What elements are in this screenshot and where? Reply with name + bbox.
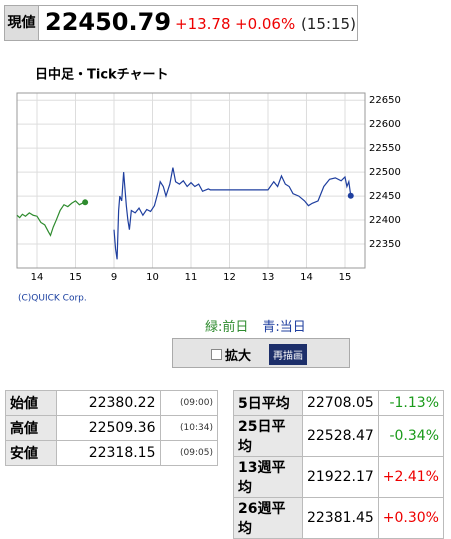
x-tick-label: 15: [339, 272, 352, 283]
end-dot: [347, 192, 354, 199]
page: 現値 22450.79 +13.78 +0.06% (15:15) 日中足・Ti…: [4, 5, 445, 539]
y-tick-label: 22350: [369, 239, 401, 250]
x-tick-label: 14: [300, 272, 313, 283]
cell: 22380.22: [55, 390, 161, 416]
row: 25日平均 22528.47 -0.34%: [233, 415, 445, 457]
y-tick-label: 22450: [369, 191, 401, 202]
price-label: 現値: [5, 6, 39, 40]
cell: 22509.36: [55, 415, 161, 441]
cell: +2.41%: [377, 456, 445, 498]
zoom-checkbox[interactable]: 拡大: [211, 345, 251, 364]
cell: 安値: [5, 440, 57, 466]
cell: +0.30%: [377, 497, 445, 539]
current-price: 22450.79: [45, 8, 172, 36]
x-tick-label: 9: [111, 272, 117, 283]
row: 5日平均 22708.05 -1.13%: [233, 390, 445, 416]
x-tick-label: 13: [262, 272, 275, 283]
row: 13週平均 21922.17 +2.41%: [233, 456, 445, 498]
x-tick-label: 14: [31, 272, 44, 283]
cell: 22318.15: [55, 440, 161, 466]
legend-entry: 青:当日: [262, 320, 306, 335]
row: 始値 22380.22 (09:00): [5, 390, 218, 416]
y-tick-label: 22650: [369, 95, 401, 106]
cell: 26週平均: [233, 497, 303, 539]
y-tick-label: 22400: [369, 215, 401, 226]
cell: (09:00): [159, 390, 218, 416]
end-dot: [82, 199, 89, 206]
y-tick-label: 22600: [369, 119, 401, 130]
cell: (09:05): [159, 440, 218, 466]
x-tick-label: 15: [69, 272, 82, 283]
cell: 5日平均: [233, 390, 303, 416]
legend-entry: 緑:前日: [205, 320, 249, 335]
chart: 日中足・Tickチャート (C)QUICK Corp. 22350 22400 22…: [16, 67, 401, 304]
chart-title: 日中足・Tickチャート: [35, 67, 169, 83]
cell: 13週平均: [233, 456, 303, 498]
cell: 高値: [5, 415, 57, 441]
change: +13.78: [175, 15, 231, 33]
price-table: 始値 22380.22 (09:00) 高値 22509.36 (10:34) 安値 2231…: [5, 390, 218, 466]
x-tick-label: 10: [146, 272, 159, 283]
cell: 始値: [5, 390, 57, 416]
source: (C)QUICK Corp.: [18, 294, 87, 304]
x-tick-label: 11: [185, 272, 198, 283]
cell: 21922.17: [301, 456, 379, 498]
cell: -0.34%: [377, 415, 445, 457]
quote-header: 現値 22450.79 +13.78 +0.06% (15:15): [4, 5, 358, 41]
quote-time: (15:15): [301, 15, 356, 33]
cell: (10:34): [159, 415, 218, 441]
zoom-label: 拡大: [225, 349, 252, 364]
y-tick-label: 22550: [369, 143, 401, 154]
redraw-button[interactable]: 再描画: [269, 344, 307, 365]
cell: 22528.47: [301, 415, 379, 457]
change-pct: +0.06%: [235, 15, 296, 33]
controls: 拡大 再描画: [172, 338, 350, 368]
average-table: 5日平均 22708.05 -1.13% 25日平均 22528.47 -0.34% 13週…: [233, 390, 445, 539]
legend: 緑:前日 青:当日: [205, 316, 320, 335]
cell: -1.13%: [377, 390, 445, 416]
row: 高値 22509.36 (10:34): [5, 415, 218, 441]
cell: 22381.45: [301, 497, 379, 539]
cell: 25日平均: [233, 415, 303, 457]
x-tick-label: 12: [223, 272, 236, 283]
y-tick-label: 22500: [369, 167, 401, 178]
line: [16, 200, 86, 237]
line: [113, 167, 352, 260]
plot-frame: [16, 92, 366, 269]
cell: 22708.05: [301, 390, 379, 416]
row: 安値 22318.15 (09:05): [5, 440, 218, 466]
row: 26週平均 22381.45 +0.30%: [233, 497, 445, 539]
